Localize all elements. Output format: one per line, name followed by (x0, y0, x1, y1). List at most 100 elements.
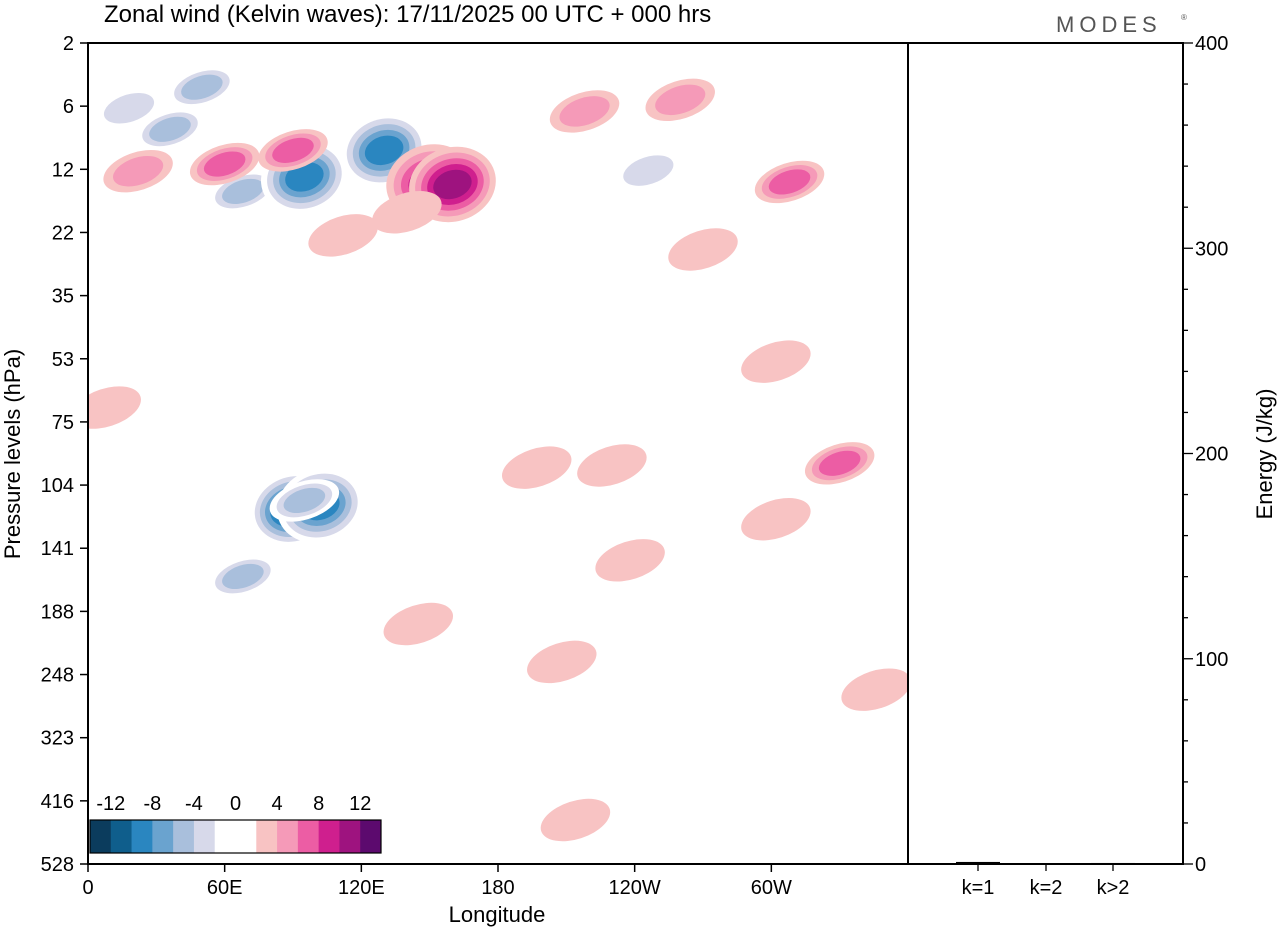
y-tick-label: 141 (41, 538, 74, 560)
y-tick-label: 53 (52, 349, 74, 371)
contour-region (527, 640, 597, 684)
y-tick-label: 416 (41, 791, 74, 813)
contour-region (103, 93, 155, 124)
colorbar-swatch (256, 820, 278, 853)
energy-bar (956, 861, 1000, 864)
contour-region (655, 84, 706, 116)
colorbar-swatch (214, 820, 236, 853)
y-tick-label: 22 (52, 222, 74, 244)
colorbar-swatch (277, 820, 299, 853)
colorbar-label: -12 (96, 793, 125, 815)
contour-region (203, 151, 246, 177)
contour-region (501, 446, 572, 489)
energy-bar (1024, 863, 1068, 864)
contour-region (308, 214, 378, 257)
contour-region (841, 668, 908, 711)
x-tick-label: 120W (609, 877, 661, 899)
colorbar-label: -8 (143, 793, 161, 815)
contour-region (283, 487, 326, 514)
energy-category-label: k=2 (1030, 877, 1063, 899)
contour-region (572, 198, 643, 242)
energy-bar (1091, 862, 1135, 864)
x-tick-label: 60W (751, 877, 792, 899)
contour-region (272, 137, 314, 163)
energy-axes: 0 100 200 300 400 k=1 k=2 k>2 (956, 33, 1228, 899)
contour-region (433, 169, 472, 200)
colorbar-swatch (173, 820, 195, 853)
colorbar: -12 -8 -4 0 4 8 12 (89, 793, 382, 854)
y-tick-label: 2 (63, 33, 74, 55)
colorbar-label: 4 (272, 793, 283, 815)
colorbar-label: -4 (185, 793, 203, 815)
colorbar-swatch (297, 820, 320, 853)
colorbar-swatch (193, 820, 216, 853)
energy-tick-label: 100 (1195, 649, 1228, 671)
contour-region (559, 96, 610, 127)
x-tick-label: 0 (82, 877, 93, 899)
x-tick-label: 180 (481, 877, 514, 899)
contour-region (113, 155, 164, 187)
y-tick-label: 75 (52, 412, 74, 434)
energy-tick-label: 400 (1195, 33, 1228, 55)
colorbar-label: 8 (313, 793, 324, 815)
contour-region (741, 340, 811, 383)
energy-axis-label: Energy (J/kg) (1252, 389, 1277, 520)
contour-region (383, 602, 454, 646)
colorbar-swatch (110, 820, 132, 853)
contour-region (623, 155, 674, 186)
energy-panel-frame (907, 42, 1184, 865)
colorbar-swatch (235, 820, 257, 853)
colorbar-swatch (90, 820, 112, 853)
colorbar-frame (89, 819, 382, 854)
contour-region (222, 178, 264, 204)
contour-region (595, 539, 665, 582)
contour-region (818, 450, 861, 476)
contour-region (222, 563, 264, 590)
contour-region (181, 74, 223, 100)
y-tick-label: 35 (52, 286, 74, 308)
y-tick-label: 188 (41, 601, 74, 623)
energy-category-label: k>2 (1097, 877, 1130, 899)
x-tick-label: 120E (338, 877, 385, 899)
y-axis-label: Pressure levels (hPa) (0, 349, 25, 559)
colorbar-swatch (360, 820, 382, 853)
colorbar-swatch (152, 820, 174, 853)
y-tick-label: 12 (52, 159, 74, 181)
y-tick-label: 104 (41, 475, 74, 497)
contour-region (540, 798, 611, 842)
energy-tick-label: 300 (1195, 238, 1228, 260)
colorbar-swatch (318, 820, 340, 853)
y-tick-label: 248 (41, 665, 74, 687)
contour-region (364, 135, 404, 166)
contour-region (406, 330, 476, 373)
energy-category-label: k=1 (962, 877, 995, 899)
x-axis-label: Longitude (449, 902, 546, 927)
contour-region (768, 169, 811, 195)
colorbar-swatch (131, 820, 153, 853)
contour-region (668, 228, 738, 271)
contour-region (645, 442, 715, 485)
energy-tick-label: 0 (1195, 854, 1206, 876)
contour-region (577, 444, 647, 487)
registered-mark-icon: ® (1181, 13, 1187, 22)
modes-logo: MODES (1056, 12, 1162, 37)
energy-tick-label: 200 (1195, 444, 1228, 466)
contour-region (132, 636, 203, 679)
y-tick-label: 323 (41, 728, 74, 750)
contour-region (372, 191, 442, 234)
colorbar-swatch (339, 820, 361, 853)
chart-title: Zonal wind (Kelvin waves): 17/11/2025 00… (104, 1, 711, 28)
contour-field (88, 65, 908, 842)
colorbar-label: 0 (230, 793, 241, 815)
y-tick-label: 528 (41, 854, 74, 876)
contour-region (741, 497, 811, 541)
contour-region (149, 116, 191, 142)
y-tick-label: 6 (63, 96, 74, 118)
contour-region (470, 225, 540, 269)
contour-region (88, 386, 141, 429)
x-tick-label: 60E (207, 877, 243, 899)
colorbar-label: 12 (349, 793, 371, 815)
contour-region (697, 673, 768, 716)
